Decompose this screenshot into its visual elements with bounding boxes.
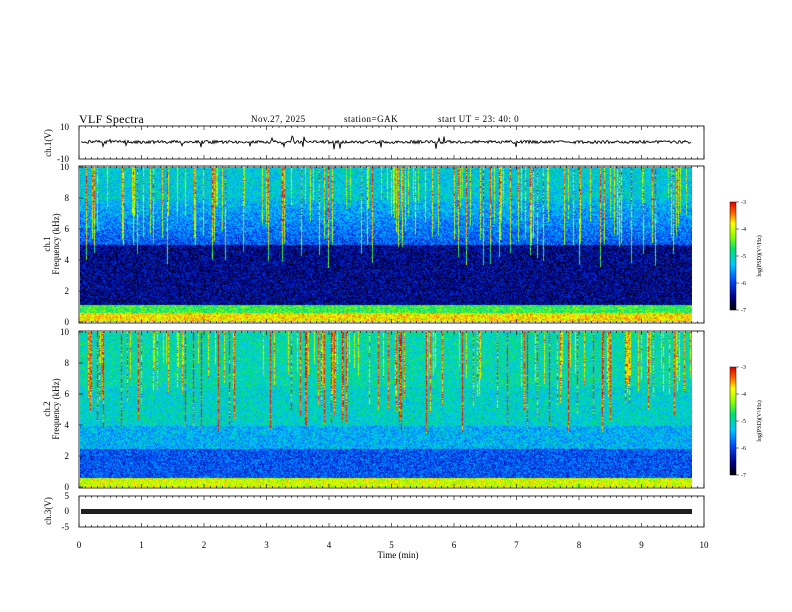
frequency-tick-label: 0 (65, 317, 70, 327)
ch3-waveform-band (81, 509, 692, 514)
spectrogram-image (80, 332, 692, 487)
ch1-colorbar-label: log(PSD)(V²/Hz) (756, 235, 763, 276)
start-time-label: start UT = 23: 40: 0 (438, 114, 520, 124)
ch3-ytick-label: -5 (62, 522, 70, 532)
x-tick-label: 5 (389, 540, 394, 550)
ch3-signal-band (81, 509, 692, 514)
x-tick-label: 6 (452, 540, 457, 550)
frequency-tick-label: 4 (65, 420, 70, 430)
colorbar-tick-label: -7 (741, 473, 746, 479)
x-tick-label: 9 (639, 540, 644, 550)
x-tick-label: 2 (202, 540, 207, 550)
frequency-tick-label: 0 (65, 482, 70, 492)
date-label: Nov.27, 2025 (251, 114, 306, 124)
colorbar-tick-label: -5 (741, 419, 746, 425)
ch3-ytick-label: 5 (65, 491, 70, 501)
colorbar-tick-label: -6 (741, 281, 746, 287)
frequency-tick-label: 2 (65, 451, 70, 461)
spectrogram-image (80, 167, 692, 322)
frequency-tick-label: 6 (65, 389, 70, 399)
x-tick-label: 0 (77, 540, 82, 550)
x-tick-label: 10 (700, 540, 710, 550)
ch2-spectrogram (80, 332, 692, 487)
ch1-waveform-line (81, 135, 692, 150)
ch1-ytick-label: -10 (57, 154, 69, 164)
ch1-waveform-ylabel: ch.1(V) (43, 129, 53, 157)
colorbar-tick-label: -4 (741, 392, 746, 398)
colorbar-tick-label: -4 (741, 227, 746, 233)
x-tick-label: 7 (514, 540, 519, 550)
ch3-waveform-ylabel: ch.3(V) (43, 497, 53, 525)
x-tick-label: 4 (327, 540, 332, 550)
frequency-tick-label: 10 (60, 162, 70, 172)
x-tick-label: 8 (577, 540, 582, 550)
ch3-ytick-label: 0 (65, 506, 70, 516)
frequency-tick-label: 8 (65, 358, 70, 368)
ch1-ytick-label: 10 (60, 122, 70, 132)
station-label: station=GAK (344, 114, 399, 124)
frequency-tick-label: 2 (65, 286, 70, 296)
x-tick-label: 1 (139, 540, 144, 550)
ch1-spectrogram-ylabel-line1: ch.1 (42, 236, 52, 251)
frequency-tick-label: 6 (65, 224, 70, 234)
ch1-spectrogram-ylabel-line2: Frequency (kHz) (51, 213, 61, 274)
ch2-colorbar (729, 366, 737, 476)
ch2-colorbar-label: log(PSD)(V²/Hz) (756, 400, 763, 441)
ch1-colorbar (729, 201, 737, 311)
colorbar-tick-label: -3 (741, 200, 746, 206)
frequency-tick-label: 10 (60, 327, 70, 337)
frequency-tick-label: 8 (65, 193, 70, 203)
x-tick-label: 3 (264, 540, 269, 550)
axis-ticks (78, 126, 705, 527)
colorbar-tick-label: -3 (741, 365, 746, 371)
colorbar-tick-label: -6 (741, 446, 746, 452)
colorbar-tick-label: -5 (741, 254, 746, 260)
colorbar-tick-label: -7 (741, 308, 746, 314)
ch2-spectrogram-ylabel-line1: ch.2 (42, 401, 52, 416)
figure-title: VLF Spectra (79, 112, 144, 126)
ch1-spectrogram (80, 167, 692, 322)
x-axis-title: Time (min) (378, 550, 419, 560)
ch2-spectrogram-ylabel-line2: Frequency (kHz) (51, 378, 61, 439)
frequency-tick-label: 4 (65, 255, 70, 265)
